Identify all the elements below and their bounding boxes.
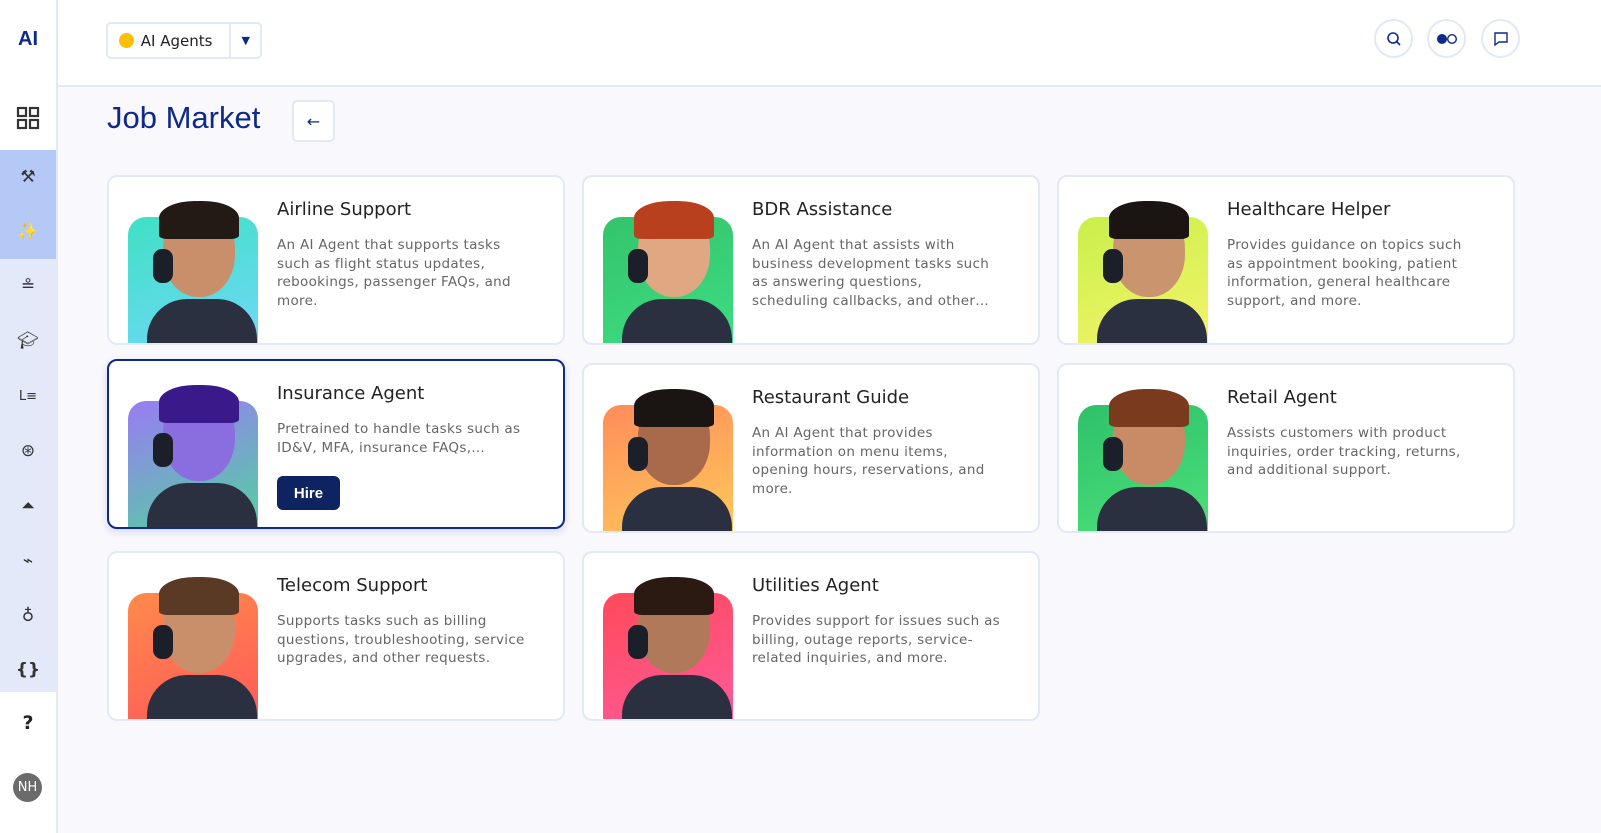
back-button[interactable]: ← xyxy=(292,100,335,142)
headset-icon xyxy=(153,249,173,283)
agent-title: Restaurant Guide xyxy=(752,387,910,408)
headset-icon xyxy=(1103,249,1123,283)
lightbulb-icon[interactable]: ♁ xyxy=(21,606,35,626)
topbar: AI Agents ▼ xyxy=(58,0,1601,87)
sidebar: AI ⚒ ✨ ≗ 🎓︎ L≡ ⊛ ⏶ ⌁ ♁ {} ? NH xyxy=(0,0,58,833)
agent-card[interactable]: Retail Agent Assists customers with prod… xyxy=(1057,363,1515,533)
agent-description: An AI Agent that assists with business d… xyxy=(752,237,990,309)
brain-icon[interactable]: ⊛ xyxy=(20,441,36,461)
headset-icon xyxy=(153,433,173,467)
search-button[interactable] xyxy=(1374,19,1413,58)
avatar[interactable]: NH xyxy=(13,773,42,802)
agent-title: Telecom Support xyxy=(277,575,428,596)
lab-icon[interactable]: ⏶ xyxy=(21,496,35,516)
graduation-cap-icon[interactable]: 🎓︎ xyxy=(17,331,39,351)
chat-button[interactable] xyxy=(1481,19,1520,58)
headset-icon xyxy=(628,437,648,471)
chevron-down-icon[interactable]: ▼ xyxy=(229,24,260,57)
agent-portrait xyxy=(622,573,732,719)
agent-portrait xyxy=(147,197,257,343)
chat-icon xyxy=(1493,31,1508,46)
agent-description: Pretrained to handle tasks such as ID&V,… xyxy=(277,421,521,456)
toggle-icon xyxy=(1436,33,1457,44)
agent-description: An AI Agent that provides information on… xyxy=(752,425,985,497)
selector-label: AI Agents xyxy=(140,31,213,50)
agent-card[interactable]: Healthcare Helper Provides guidance on t… xyxy=(1057,175,1515,345)
agent-card[interactable]: Telecom Support Supports tasks such as b… xyxy=(107,551,565,721)
plug-icon[interactable]: ⌁ xyxy=(22,551,34,571)
agent-portrait xyxy=(1097,385,1207,531)
arrow-left-icon: ← xyxy=(306,111,321,131)
nav-active-group xyxy=(0,150,56,259)
agent-portrait xyxy=(622,385,732,531)
agent-portrait xyxy=(1097,197,1207,343)
headset-icon xyxy=(628,625,648,659)
agent-card[interactable]: Insurance Agent Pretrained to handle tas… xyxy=(107,359,565,529)
agent-title: BDR Assistance xyxy=(752,199,893,220)
agent-card[interactable]: Restaurant Guide An AI Agent that provid… xyxy=(582,363,1040,533)
agent-title: Utilities Agent xyxy=(752,575,879,596)
agent-description: Assists customers with product inquiries… xyxy=(1227,425,1461,479)
dashboard-icon[interactable] xyxy=(16,106,40,130)
hire-button[interactable]: Hire xyxy=(277,476,340,510)
toggle-button[interactable] xyxy=(1427,19,1466,58)
agent-card[interactable]: BDR Assistance An AI Agent that assists … xyxy=(582,175,1040,345)
help-icon[interactable]: ? xyxy=(22,712,34,734)
agent-description: Supports tasks such as billing questions… xyxy=(277,613,525,667)
headset-icon xyxy=(628,249,648,283)
headset-icon xyxy=(153,625,173,659)
agent-portrait xyxy=(147,573,257,719)
list-icon[interactable]: L≡ xyxy=(18,388,38,404)
headset-icon xyxy=(1103,437,1123,471)
agent-card[interactable]: Utilities Agent Provides support for iss… xyxy=(582,551,1040,721)
agent-portrait xyxy=(147,381,257,527)
agent-title: Airline Support xyxy=(277,199,412,220)
agent-description: An AI Agent that supports tasks such as … xyxy=(277,237,511,309)
agent-description: Provides support for issues such as bill… xyxy=(752,613,1001,667)
agent-selector[interactable]: AI Agents ▼ xyxy=(106,22,262,59)
search-icon xyxy=(1386,31,1401,46)
agent-card[interactable]: Airline Support An AI Agent that support… xyxy=(107,175,565,345)
agent-title: Healthcare Helper xyxy=(1227,199,1391,220)
ai-head-icon[interactable]: ✨ xyxy=(17,222,39,242)
logo[interactable]: AI xyxy=(18,28,38,50)
status-dot xyxy=(119,33,134,48)
agent-title: Retail Agent xyxy=(1227,387,1337,408)
agent-portrait xyxy=(622,197,732,343)
hierarchy-icon[interactable]: ≗ xyxy=(20,276,36,296)
agent-description: Provides guidance on topics such as appo… xyxy=(1227,237,1462,309)
code-icon[interactable]: {} xyxy=(15,660,41,680)
page-title: Job Market xyxy=(107,100,261,135)
tools-icon[interactable]: ⚒ xyxy=(20,167,36,187)
agent-title: Insurance Agent xyxy=(277,383,425,404)
